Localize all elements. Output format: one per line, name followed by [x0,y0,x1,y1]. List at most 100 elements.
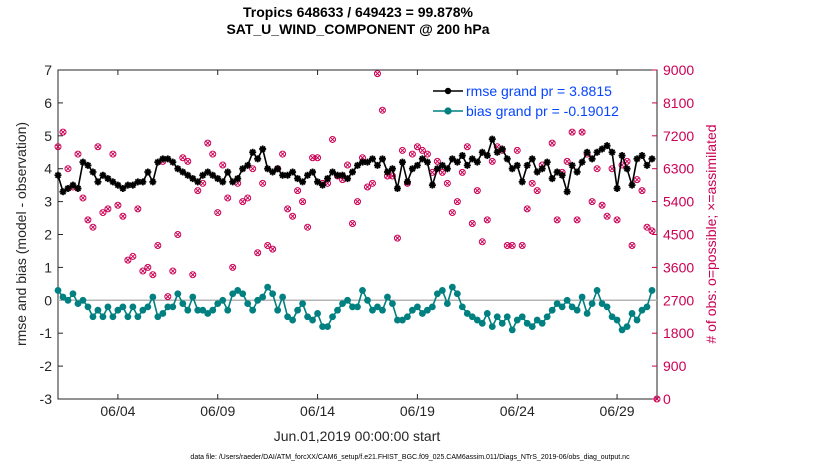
rmse-point-28 [194,178,202,186]
obs-point-10-cross [105,206,111,212]
obs-point-5-ring [79,194,87,202]
bias-point-9 [99,313,107,321]
bias-point-91 [508,326,516,334]
bias-point-100 [553,300,561,307]
obs-point-37-ring [239,198,247,206]
bias-point-110 [603,303,611,311]
bias-point-16 [134,313,142,321]
bias-point-106 [583,310,591,317]
bias-point-96 [533,316,541,324]
obs-point-65-cross [380,107,385,113]
obs-point-49 [299,198,307,206]
obs-point-74-cross [425,151,430,157]
rmse-point-60 [354,161,361,169]
rmse-point-37 [239,165,247,173]
bias-point-59 [349,303,356,311]
bias-point-47 [289,316,297,324]
bias-point-92 [513,316,521,324]
bias-point-58 [344,296,351,304]
bias-point-28 [194,306,202,314]
bias-point-103 [568,303,576,311]
obs-point-83-ring [468,220,476,228]
x-tick-label-5: 06/29 [600,403,635,419]
bias-point-39 [249,306,257,314]
obs-point-76 [433,157,441,165]
obs-point-16-cross [135,206,141,212]
obs-point-60 [354,198,361,206]
obs-point-115 [628,241,636,249]
rmse-point-68 [393,184,401,192]
y-right-tick-label-2: 1800 [663,325,694,341]
obs-point-104-ring [573,216,581,224]
rmse-point-91 [508,165,516,173]
bias-point-69 [399,316,406,324]
y-right-tick-label-5: 4500 [663,227,694,243]
obs-point-12 [114,201,122,209]
rmse-point-20 [154,158,162,166]
obs-point-30-cross [205,140,211,146]
obs-point-91 [508,241,516,249]
y-tick-label-8: 5 [44,128,52,144]
bias-point-38 [244,300,252,307]
obs-point-94-ring [523,205,531,213]
rmse-point-30 [204,168,212,176]
obs-point-93-ring [518,241,526,249]
obs-point-28-ring [194,187,202,195]
bias-point-8 [94,306,102,314]
bias-point-101 [558,303,566,311]
rmse-point-49 [299,178,307,186]
bias-series [54,283,656,334]
obs-point-1 [59,128,67,136]
bias-point-108 [593,287,601,294]
obs-point-40-cross [255,250,261,256]
rmse-point-48 [294,175,302,183]
obs-point-10 [104,205,112,213]
obs-point-79 [448,209,456,217]
obs-point-47-cross [290,213,295,219]
obs-point-35-ring [229,263,237,271]
y-axis-label: rmse and bias (model - observation) [13,122,29,346]
rmse-point-43 [269,168,277,176]
obs-point-59-ring [349,220,357,228]
rmse-point-9 [99,171,107,179]
obs-point-85 [478,238,486,246]
rmse-point-65 [378,155,386,163]
rmse-point-90 [503,155,511,163]
rmse-point-102 [563,188,571,196]
rmse-point-36 [234,175,242,183]
obs-point-68 [393,234,401,242]
obs-point-118 [643,223,651,231]
bias-point-78 [443,300,451,307]
rmse-point-101 [558,171,566,179]
obs-point-38-cross [245,195,251,201]
rmse-point-85 [478,148,486,156]
obs-point-75-cross [430,170,435,175]
obs-point-102 [563,157,571,165]
rmse-point-21 [159,155,167,163]
rmse-point-56 [334,171,342,179]
obs-point-63-cross [370,180,375,186]
obs-point-40-ring [254,249,262,257]
obs-point-102-cross [564,159,570,164]
obs-point-117 [638,187,646,195]
bias-point-75 [428,303,436,311]
rmse-point-98 [543,158,551,166]
obs-point-24-ring [174,231,182,238]
obs-point-57-cross [340,177,345,183]
obs-point-58 [344,161,352,169]
obs-point-86-cross [484,217,490,223]
bias-point-26 [184,306,192,314]
y-right-tick-label-7: 6300 [663,161,694,177]
legend-rmse-label: rmse grand pr = 3.8815 [466,83,612,99]
bias-point-94 [523,319,531,327]
obs-point-69-ring [398,146,406,154]
obs-point-35 [229,263,237,271]
bias-point-85 [478,319,486,327]
obs-point-8-ring [94,143,102,151]
obs-point-32-ring [214,209,222,217]
rmse-point-13 [119,184,127,192]
obs-point-50-cross [305,224,310,230]
obs-point-45 [279,150,287,158]
bias-point-17 [139,306,147,314]
